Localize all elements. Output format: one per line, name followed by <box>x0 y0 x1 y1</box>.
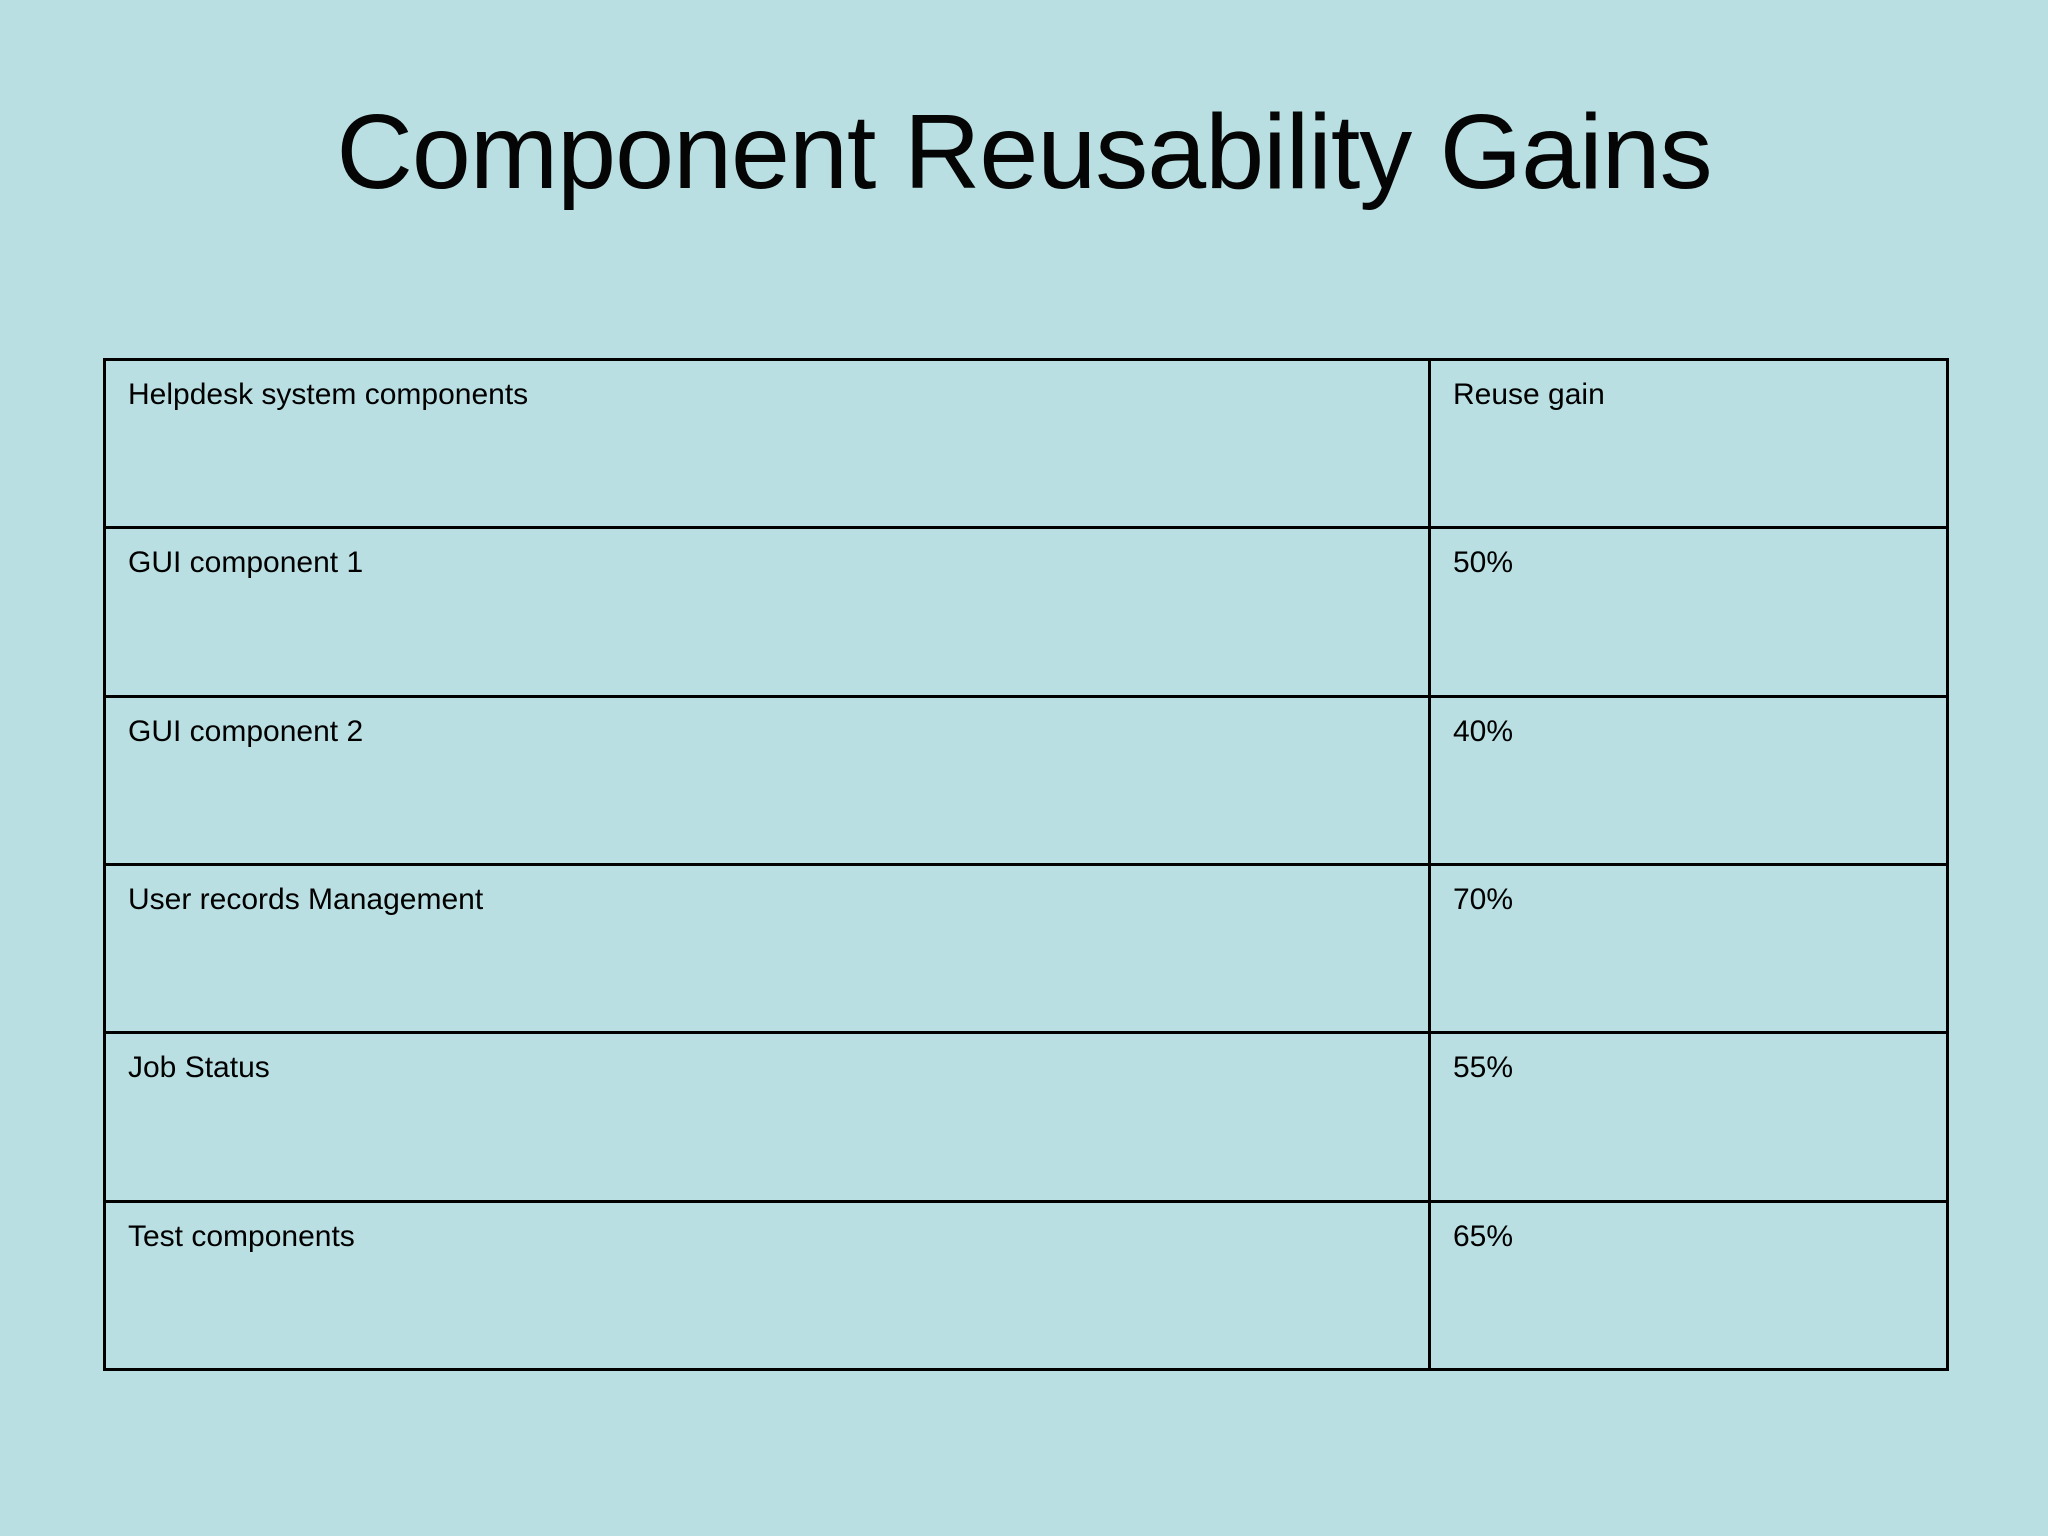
reuse-gain-cell: 50% <box>1428 526 1949 698</box>
table-row: GUI component 2 40% <box>103 694 1949 866</box>
table-row: GUI component 1 50% <box>103 526 1949 698</box>
component-name-cell: Test components <box>103 1199 1431 1372</box>
component-name-cell: GUI component 2 <box>103 694 1431 866</box>
component-name-cell: GUI component 1 <box>103 526 1431 698</box>
table-row: User records Management 70% <box>103 862 1949 1035</box>
reusability-table: Helpdesk system components Reuse gain GU… <box>103 357 1949 1372</box>
column-header-reuse-gain: Reuse gain <box>1428 357 1949 530</box>
reuse-gain-cell: 65% <box>1428 1199 1949 1372</box>
table-header-row: Helpdesk system components Reuse gain <box>103 357 1949 530</box>
component-name-cell: Job Status <box>103 1031 1431 1203</box>
table-row: Test components 65% <box>103 1199 1949 1372</box>
component-name-cell: User records Management <box>103 862 1431 1035</box>
table-row: Job Status 55% <box>103 1031 1949 1203</box>
reuse-gain-cell: 40% <box>1428 694 1949 866</box>
slide-title: Component Reusability Gains <box>336 93 1712 211</box>
reuse-gain-cell: 70% <box>1428 862 1949 1035</box>
reuse-gain-cell: 55% <box>1428 1031 1949 1203</box>
column-header-components: Helpdesk system components <box>103 357 1431 530</box>
